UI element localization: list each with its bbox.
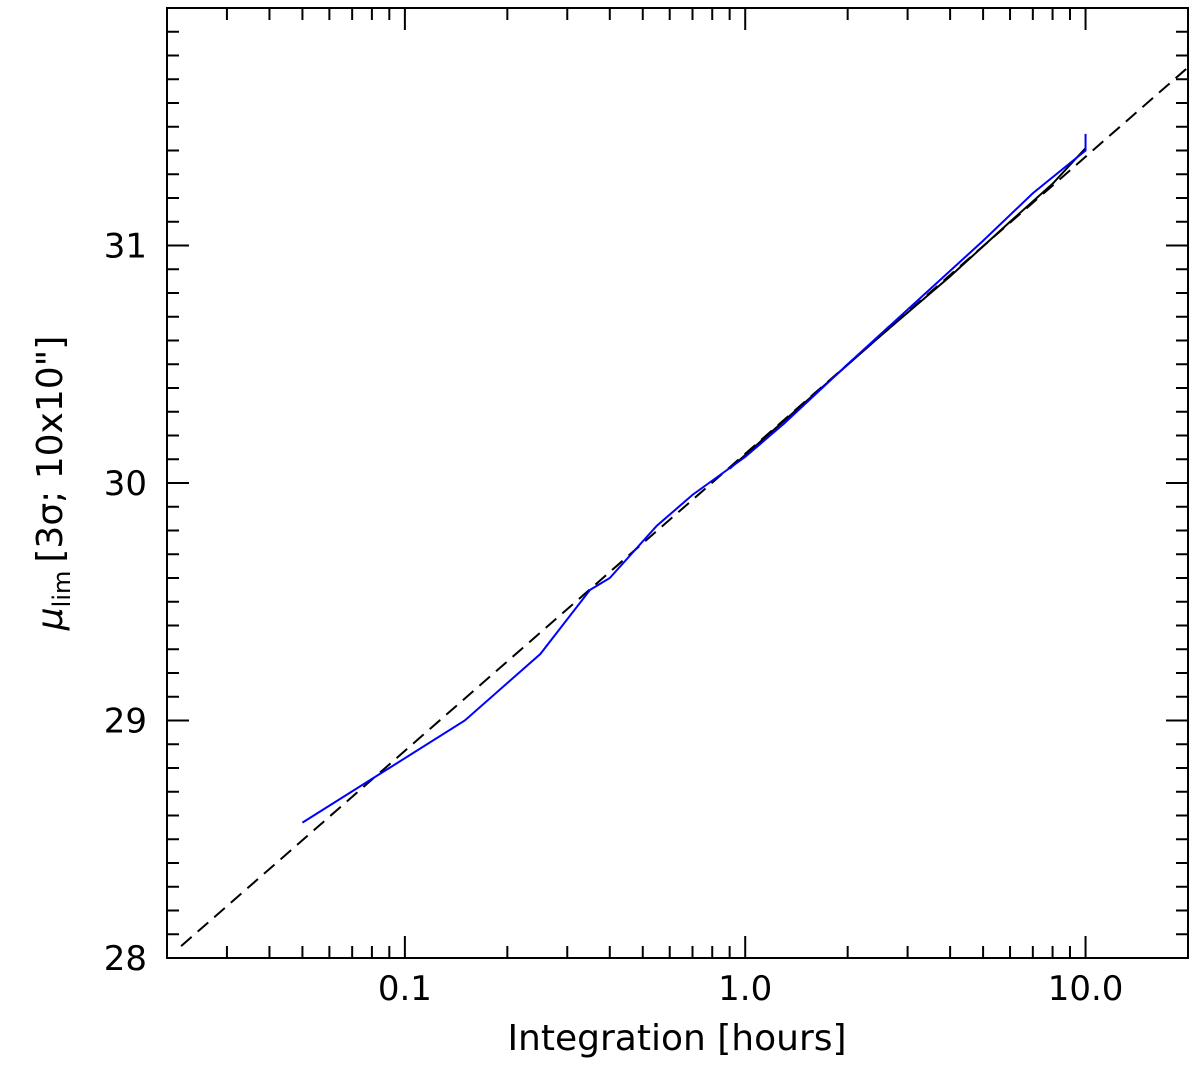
y-tick-label: 29 — [104, 702, 147, 742]
data-line — [180, 66, 1189, 947]
x-tick-label: 1.0 — [718, 969, 772, 1009]
x-axis-label: Integration [hours] — [507, 1018, 846, 1059]
y-tick-label: 28 — [104, 939, 147, 979]
data-line — [728, 147, 1087, 470]
y-label-text: [3σ; 10x10"] — [30, 336, 71, 563]
plot-frame — [166, 7, 1189, 959]
y-tick-label: 31 — [104, 227, 147, 267]
y-axis-label: μlim [3σ; 10x10"] — [30, 336, 76, 632]
x-tick-label: 10.0 — [1048, 969, 1124, 1009]
y-label-subscript: lim — [48, 571, 76, 608]
data-line — [301, 133, 1087, 824]
y-label-symbol: μ — [30, 607, 71, 631]
x-tick-label: 0.1 — [378, 969, 432, 1009]
y-tick-label: 30 — [104, 464, 147, 504]
